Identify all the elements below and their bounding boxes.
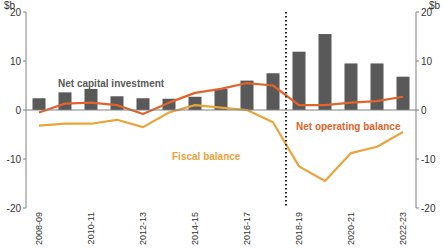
- x-tick-label: 2014-15: [190, 212, 200, 245]
- bar: [33, 98, 46, 110]
- series-label: Net operating balance: [296, 121, 401, 132]
- series-label: Net capital investment: [58, 78, 165, 89]
- x-tick-label: 2010-11: [86, 212, 96, 244]
- y-label: $b: [4, 0, 16, 11]
- bar: [371, 63, 384, 110]
- bar: [397, 77, 410, 110]
- x-tick-label: 2012-13: [138, 212, 148, 245]
- y2-tick-label: -20: [421, 203, 436, 214]
- y2-tick-label: 0: [421, 105, 427, 116]
- y-tick-label: 10: [10, 56, 22, 67]
- x-tick-label: 2018-19: [294, 212, 304, 245]
- y-tick-label: -10: [7, 154, 22, 165]
- series-label: Fiscal balance: [172, 151, 241, 162]
- x-tick-label: 2008-09: [34, 212, 44, 245]
- bar: [111, 96, 124, 110]
- bar: [319, 34, 332, 110]
- x-tick-label: 2022-23: [398, 212, 408, 245]
- bar: [59, 92, 72, 110]
- zero-line: [26, 110, 416, 111]
- y2-tick-label: 10: [421, 56, 433, 67]
- divider-line: [285, 12, 287, 208]
- y2-tick-label: -10: [421, 154, 436, 165]
- bar: [85, 89, 98, 110]
- y2-label: $b: [429, 0, 441, 11]
- plot-marks: [33, 34, 410, 181]
- y-tick-label: 0: [15, 105, 21, 116]
- line: [39, 105, 403, 181]
- bar: [267, 73, 280, 110]
- x-tick-label: 2020-21: [346, 212, 356, 245]
- x-tick-label: 2016-17: [242, 212, 252, 245]
- chart: -20-20-10-100010102020$b$b2008-092010-11…: [0, 0, 444, 250]
- bar: [137, 98, 150, 110]
- bar: [189, 97, 202, 110]
- y-tick-label: -20: [7, 203, 22, 214]
